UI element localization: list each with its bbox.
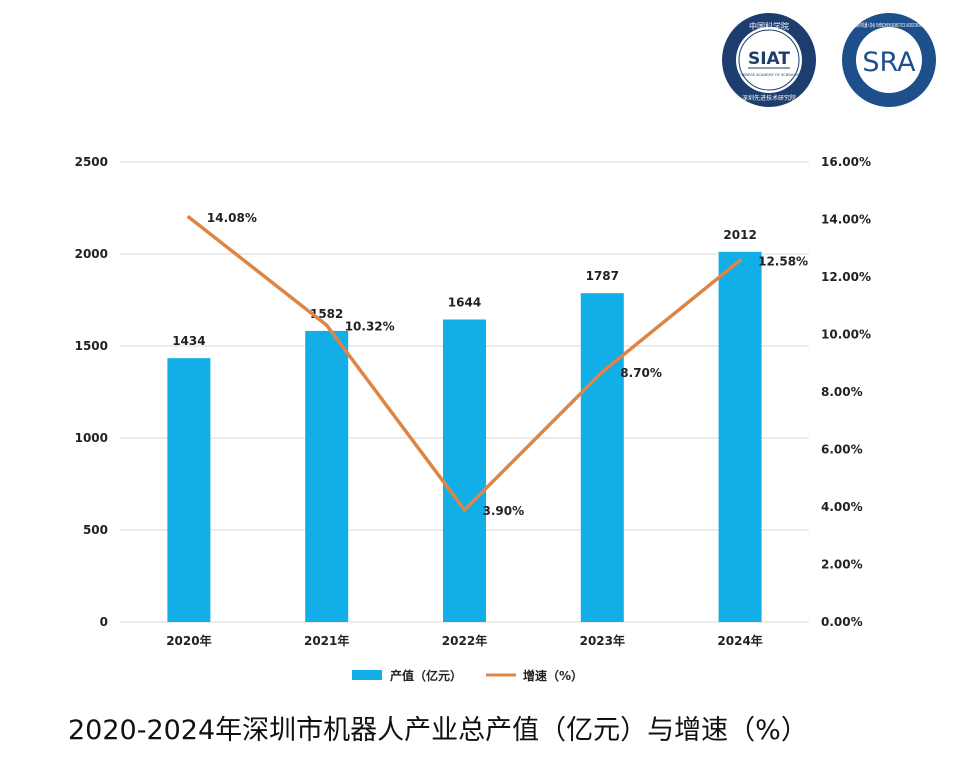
bar-value-label: 1787 <box>586 269 619 283</box>
right-tick-label: 0.00% <box>821 615 863 629</box>
bar <box>718 251 762 623</box>
bars <box>167 251 762 623</box>
left-tick-label: 1500 <box>75 339 108 353</box>
x-tick-label: 2021年 <box>304 633 349 648</box>
legend-label-line: 增速（%） <box>523 668 583 683</box>
bar <box>305 330 349 622</box>
growth-line-layer <box>187 215 742 512</box>
x-axis-ticks: 2020年 2021年 2022年 2023年 2024年 <box>166 633 763 648</box>
siat-ring-top: 中国科学院 <box>749 21 789 31</box>
right-axis-ticks: 0.00% 2.00% 4.00% 6.00% 8.00% 10.00% 12.00% 14.… <box>821 155 871 629</box>
right-tick-label: 6.00% <box>821 443 863 457</box>
x-tick-label: 2020年 <box>166 633 211 648</box>
growth-point <box>738 258 742 263</box>
right-tick-label: 10.00% <box>821 328 871 342</box>
right-tick-label: 4.00% <box>821 500 863 514</box>
chart-caption: 2020-2024年深圳市机器人产业总产值（亿元）与增速（%） <box>68 715 808 746</box>
legend-swatch-bar <box>352 670 382 680</box>
left-tick-label: 500 <box>83 523 108 537</box>
legend: 产值（亿元） 增速（%） <box>352 668 583 683</box>
growth-value-label: 12.58% <box>758 254 808 268</box>
x-tick-label: 2022年 <box>442 633 487 648</box>
bar-value-label: 1434 <box>172 334 205 348</box>
bar <box>443 319 486 622</box>
growth-point <box>600 370 605 374</box>
bar <box>580 293 624 622</box>
sra-ring-text: 深圳市机器人协会 SHENZHEN ROBOTICS ASSOCIATION <box>854 22 924 29</box>
left-axis-ticks: 0 500 1000 1500 2000 2500 <box>75 155 108 629</box>
siat-logo: 中国科学院 深圳先进技术研究院 SIAT CHINESE ACADEMY OF … <box>720 11 818 109</box>
growth-point <box>324 323 329 328</box>
right-tick-label: 14.00% <box>821 213 871 227</box>
left-tick-label: 1000 <box>75 431 108 445</box>
growth-point <box>462 508 467 512</box>
right-tick-label: 16.00% <box>821 155 871 169</box>
growth-value-label: 8.70% <box>620 366 662 380</box>
x-tick-label: 2024年 <box>717 633 762 648</box>
sra-logo: 深圳市机器人协会 SHENZHEN ROBOTICS ASSOCIATION S… <box>840 11 938 109</box>
growth-value-label: 3.90% <box>483 504 525 518</box>
siat-ring-bottom: 深圳先进技术研究院 <box>742 94 796 102</box>
right-tick-label: 12.00% <box>821 270 871 284</box>
siat-logo-text: SIAT <box>748 49 790 69</box>
bar-value-label: 2012 <box>723 228 756 242</box>
growth-point <box>187 215 191 219</box>
sra-logo-text: SRA <box>862 47 916 78</box>
growth-labels: 14.08% 10.32% 3.90% 8.70% 12.58% <box>207 211 808 518</box>
right-tick-label: 2.00% <box>821 558 863 572</box>
left-tick-label: 0 <box>100 615 108 629</box>
bar-value-label: 1644 <box>448 296 481 310</box>
bar <box>167 358 211 622</box>
right-tick-label: 8.00% <box>821 385 863 399</box>
growth-value-label: 14.08% <box>207 211 257 225</box>
x-tick-label: 2023年 <box>580 633 625 648</box>
legend-label-bar: 产值（亿元） <box>390 668 462 683</box>
growth-value-label: 10.32% <box>345 319 395 333</box>
left-tick-label: 2000 <box>75 247 108 261</box>
siat-logo-sub: CHINESE ACADEMY OF SCIENCES <box>739 73 799 77</box>
chart: 0 500 1000 1500 2000 2500 0.00% 2.00% 4.00% 6.00… <box>75 155 871 683</box>
left-tick-label: 2500 <box>75 155 108 169</box>
